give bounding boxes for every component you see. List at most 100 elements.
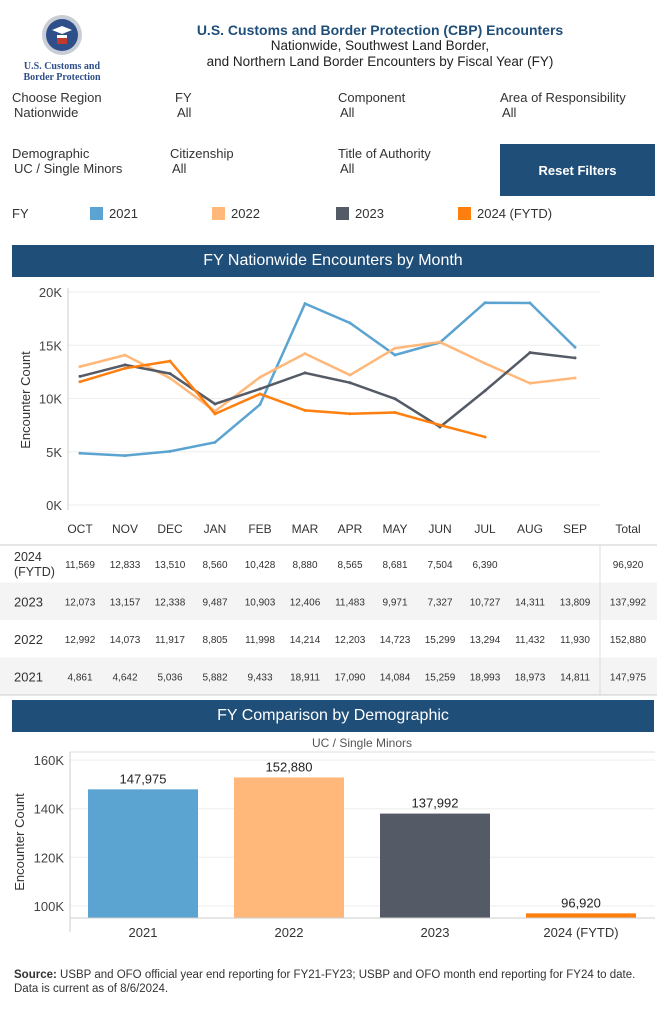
data-point	[258, 392, 262, 396]
legend-item-2022[interactable]: 2022	[212, 206, 260, 221]
table-cell: 15,259	[425, 673, 456, 684]
table-cell: 18,911	[290, 673, 320, 684]
table-cell: 10,727	[470, 598, 501, 609]
table-cell: 11,930	[560, 635, 590, 646]
x-tick-label: JAN	[204, 522, 227, 536]
x-tick-label: OCT	[67, 522, 93, 536]
filter-label: Title of Authority	[338, 146, 431, 161]
bar-value-label: 137,992	[412, 796, 459, 811]
x-tick-label: APR	[338, 522, 363, 536]
y-tick-label: 5K	[46, 445, 62, 460]
filter-label: Area of Responsibility	[500, 90, 626, 105]
table-cell: 14,073	[110, 635, 141, 646]
legend-item-2024[interactable]: 2024 (FYTD)	[458, 206, 552, 221]
line-chart-title: FY Nationwide Encounters by Month	[12, 245, 654, 277]
filter-value[interactable]: Nationwide	[14, 105, 79, 120]
bar-value-label: 152,880	[266, 759, 313, 774]
table-cell: 13,809	[560, 598, 591, 609]
y-axis-label: Encounter Count	[12, 793, 27, 891]
y-tick-label: 20K	[39, 285, 62, 300]
table-cell: 4,861	[67, 673, 92, 684]
legend-swatch	[212, 207, 225, 220]
x-tick-label: MAR	[292, 522, 319, 536]
table-cell: 14,811	[560, 673, 590, 684]
legend-item-2021[interactable]: 2021	[90, 206, 138, 221]
x-tick-label: FEB	[248, 522, 271, 536]
page-subtitle: Nationwide, Southwest Land Border, and No…	[206, 38, 554, 69]
x-tick-label: SEP	[563, 522, 587, 536]
table-cell: 8,560	[202, 560, 227, 571]
bar-value-label: 147,975	[120, 771, 167, 786]
table-row-shade	[0, 582, 657, 620]
data-point	[78, 365, 82, 369]
filter-value[interactable]: All	[340, 161, 355, 176]
y-axis-label: Encounter Count	[18, 351, 33, 449]
filter-value[interactable]: All	[177, 105, 192, 120]
data-point	[528, 381, 532, 385]
data-point	[438, 423, 442, 427]
filter-value[interactable]: All	[502, 105, 517, 120]
row-label: 2024	[14, 550, 42, 564]
filter-component[interactable]: Component All	[338, 90, 405, 120]
filter-value[interactable]: All	[340, 105, 355, 120]
table-cell: 8,565	[337, 560, 362, 571]
y-tick-label: 10K	[39, 392, 62, 407]
filter-demographic[interactable]: Demographic UC / Single Minors	[12, 146, 122, 176]
table-total: 137,992	[610, 598, 647, 609]
source-note: Source: USBP and OFO official year end r…	[14, 969, 636, 995]
legend-title: FY	[12, 206, 29, 221]
x-tick-label: MAY	[382, 522, 407, 536]
legend-label: 2021	[109, 206, 138, 221]
filter-value[interactable]: All	[172, 161, 187, 176]
data-point	[348, 412, 352, 416]
y-tick-label: 140K	[34, 802, 65, 817]
table-cell: 11,917	[155, 635, 185, 646]
data-point	[168, 359, 172, 363]
data-point	[303, 302, 307, 306]
table-total: 152,880	[610, 635, 647, 646]
filter-choose-region[interactable]: Choose Region Nationwide	[12, 90, 102, 120]
data-point	[213, 402, 217, 406]
data-point	[123, 454, 127, 458]
filter-value[interactable]: UC / Single Minors	[14, 161, 123, 176]
filter-citizenship[interactable]: Citizenship All	[170, 146, 234, 176]
x-tick-label: 2022	[275, 925, 304, 940]
x-tick-label: 2024 (FYTD)	[543, 925, 618, 940]
x-tick-label: AUG	[517, 522, 543, 536]
table-cell: 8,805	[202, 635, 227, 646]
table-cell: 14,723	[380, 635, 411, 646]
data-point	[393, 397, 397, 401]
data-point	[123, 353, 127, 357]
x-tick-label: DEC	[157, 522, 183, 536]
legend-swatch	[336, 207, 349, 220]
table-cell: 14,311	[515, 598, 545, 609]
data-point	[78, 451, 82, 455]
table-cell: 4,642	[112, 673, 137, 684]
filter-fy[interactable]: FY All	[175, 90, 192, 120]
filter-title-of-authority[interactable]: Title of Authority All	[338, 146, 431, 176]
series-line-2024	[79, 359, 486, 439]
data-point	[258, 375, 262, 379]
row-label: 2022	[14, 632, 43, 647]
legend-label: 2024 (FYTD)	[477, 206, 553, 221]
filter-area-of-responsibility[interactable]: Area of Responsibility All	[500, 90, 626, 120]
table-cell: 11,483	[335, 598, 365, 609]
table-cell: 7,327	[427, 598, 452, 609]
data-point	[393, 346, 397, 350]
series-line-2022	[79, 340, 576, 413]
row-label: 2023	[14, 595, 43, 610]
data-point	[258, 403, 262, 407]
table-cell: 10,428	[245, 560, 276, 571]
page-title: U.S. Customs and Border Protection (CBP)…	[196, 22, 564, 38]
bar-2022	[234, 777, 344, 918]
data-point	[168, 376, 172, 380]
filter-label: Citizenship	[170, 146, 234, 161]
table-cell: 18,973	[515, 673, 546, 684]
table-cell: 8,880	[292, 560, 317, 571]
data-point	[303, 371, 307, 375]
data-point	[573, 356, 577, 360]
table-cell: 18,993	[470, 673, 501, 684]
legend-item-2023[interactable]: 2023	[336, 206, 384, 221]
data-point	[213, 440, 217, 444]
reset-filters-button[interactable]: Reset Filters	[500, 144, 655, 196]
